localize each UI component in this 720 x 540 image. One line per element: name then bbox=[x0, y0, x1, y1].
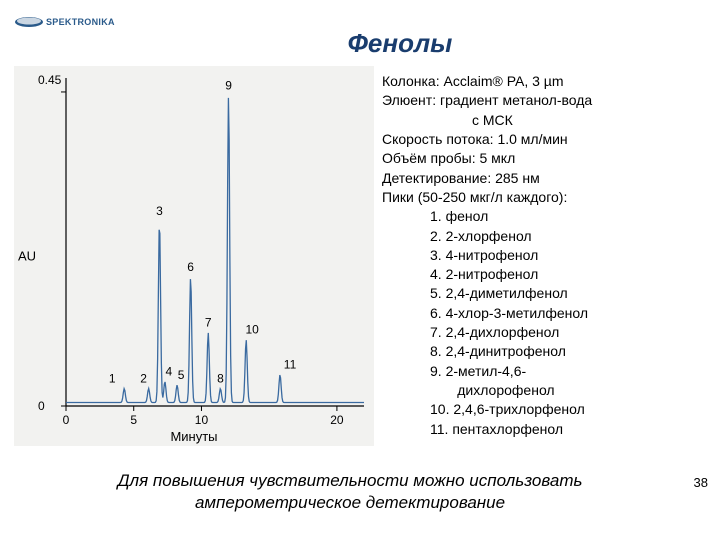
svg-text:10: 10 bbox=[245, 323, 259, 337]
footnote: Для повышения чувствительности можно исп… bbox=[40, 470, 660, 514]
svg-text:20: 20 bbox=[330, 413, 344, 427]
cond-column: Колонка: Acclaim® PA, 3 µm bbox=[382, 72, 712, 91]
cond-eluent-2: с МСК bbox=[382, 111, 712, 130]
cond-detect: Детектирование: 285 нм bbox=[382, 169, 712, 188]
cond-flow: Скорость потока: 1.0 мл/мин bbox=[382, 130, 712, 149]
peak-item: 7. 2,4-дихлорфенол bbox=[382, 323, 712, 342]
conditions-panel: Колонка: Acclaim® PA, 3 µm Элюент: гради… bbox=[382, 72, 712, 439]
svg-text:6: 6 bbox=[187, 260, 194, 274]
y-tick: 0.45 bbox=[38, 73, 61, 87]
peak-item: 6. 4-хлор-3-метилфенол bbox=[382, 304, 712, 323]
peak-item: 11. пентахлорфенол bbox=[382, 420, 712, 439]
chromatogram-chart: AU 0.45 0 0510201234567891011 Минуты bbox=[14, 66, 374, 446]
peak-item: 10. 2,4,6-трихлорфенол bbox=[382, 400, 712, 419]
peak-item: 5. 2,4-диметилфенол bbox=[382, 284, 712, 303]
svg-text:5: 5 bbox=[178, 368, 185, 382]
svg-text:2: 2 bbox=[140, 372, 147, 386]
peak-item: 9. 2-метил-4,6- bbox=[382, 362, 712, 381]
svg-text:10: 10 bbox=[195, 413, 209, 427]
x-axis-label: Минуты bbox=[170, 429, 217, 444]
logo-text: SPEKTRONIKA bbox=[46, 17, 115, 27]
svg-text:3: 3 bbox=[156, 204, 163, 218]
svg-text:11: 11 bbox=[284, 358, 297, 372]
cond-volume: Объём пробы: 5 мкл bbox=[382, 149, 712, 168]
peak-item: дихлорофенол bbox=[382, 381, 712, 400]
peak-item: 2. 2-хлорфенол bbox=[382, 227, 712, 246]
peak-item: 8. 2,4-динитрофенол bbox=[382, 342, 712, 361]
page-number: 38 bbox=[694, 475, 708, 490]
peak-item: 1. фенол bbox=[382, 207, 712, 226]
cond-peaks-hdr: Пики (50-250 мкг/л каждого): bbox=[382, 188, 712, 207]
svg-text:1: 1 bbox=[109, 372, 116, 386]
svg-text:4: 4 bbox=[166, 365, 173, 379]
peaks-list: 1. фенол2. 2-хлорфенол3. 4-нитрофенол4. … bbox=[382, 207, 712, 439]
svg-text:8: 8 bbox=[217, 372, 224, 386]
page-title: Фенолы bbox=[0, 28, 720, 59]
svg-text:5: 5 bbox=[130, 413, 137, 427]
peak-item: 3. 4-нитрофенол bbox=[382, 246, 712, 265]
svg-text:7: 7 bbox=[205, 316, 212, 330]
chromatogram-svg: 0510201234567891011 bbox=[14, 66, 374, 446]
y-axis-label: AU bbox=[18, 249, 36, 264]
svg-text:0: 0 bbox=[63, 413, 70, 427]
peak-item: 4. 2-нитрофенол bbox=[382, 265, 712, 284]
cond-eluent: Элюент: градиент метанол-вода bbox=[382, 91, 712, 110]
y-tick: 0 bbox=[38, 399, 45, 413]
svg-text:9: 9 bbox=[225, 78, 232, 92]
